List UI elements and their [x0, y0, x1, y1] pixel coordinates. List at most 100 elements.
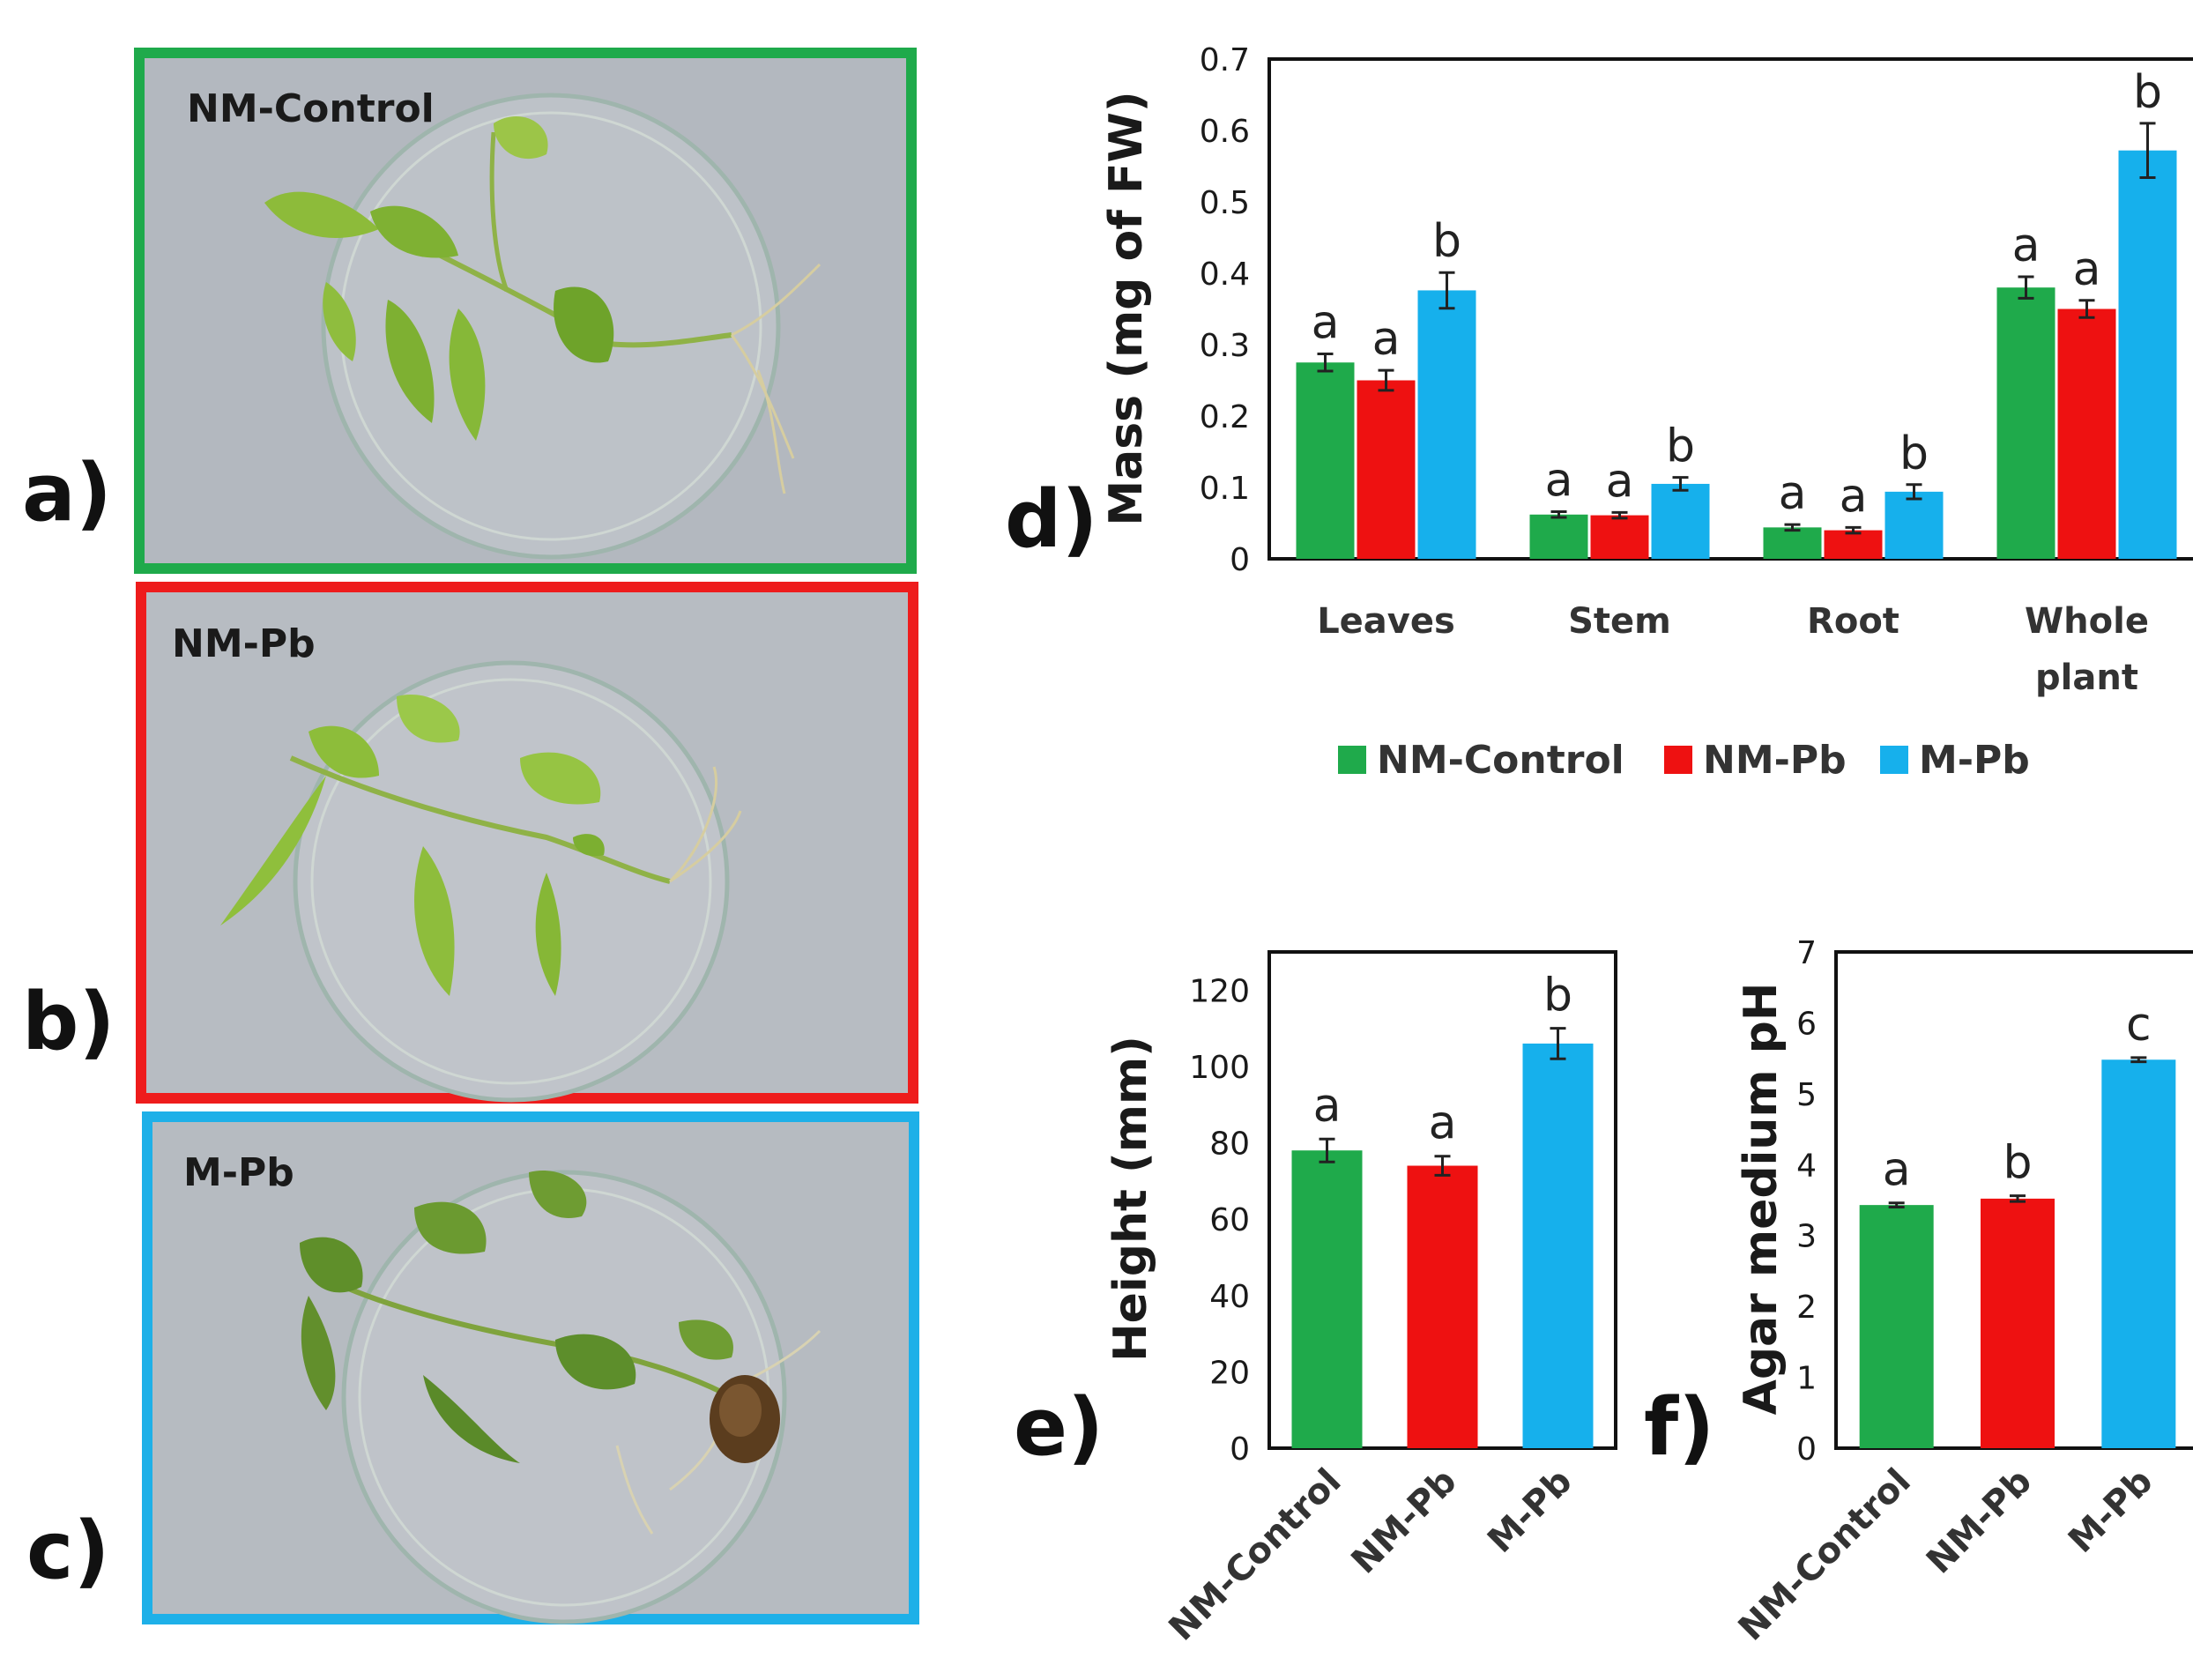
photo-panel-b: NM-Pb	[136, 582, 918, 1104]
legend-swatch-NM-Pb	[1664, 746, 1692, 774]
significance-letter: b	[2003, 1137, 2032, 1190]
panel-label-d: d)	[1005, 473, 1098, 566]
bar-NM-Pb	[1981, 1198, 2055, 1448]
ytick-label: 0	[1796, 1431, 1817, 1468]
petri-dish-c	[341, 1170, 787, 1624]
chart-d: 0 0.1 0.2 0.3 0.4 0.5 0.6 0.7 a aba aba aba ab Leav…	[1005, 42, 2193, 783]
legend-swatch-NM-Control	[1338, 746, 1366, 774]
significance-letter: b	[2133, 66, 2162, 119]
ytick-label: 0.4	[1200, 256, 1250, 293]
legend-label: NM-Control	[1377, 738, 1624, 783]
category-label: NM-Control	[1731, 1461, 1919, 1649]
significance-letter: a	[1429, 1097, 1457, 1150]
petri-dish-b	[293, 660, 730, 1103]
significance-letter: b	[1432, 215, 1461, 268]
chart-e-ylabel: Height (mm)	[1104, 1036, 1157, 1362]
ytick-label: 0	[1230, 542, 1250, 578]
photo-panel-c: M-Pb	[142, 1111, 919, 1624]
bar-NM-Control	[1859, 1205, 1934, 1448]
significance-letter: a	[2073, 243, 2101, 296]
significance-letter: a	[2012, 219, 2041, 272]
significance-letter: c	[2126, 999, 2152, 1052]
bar-M-Pb-0	[1417, 290, 1476, 559]
chart-e-bars: a a b	[1291, 970, 1594, 1448]
bar-M-Pb-1	[1651, 483, 1710, 559]
category-label: Leaves	[1317, 601, 1455, 642]
significance-letter: a	[1606, 455, 1634, 508]
petri-dish-a	[321, 93, 781, 560]
category-label: Root	[1807, 601, 1899, 642]
ytick-label: 4	[1796, 1148, 1817, 1184]
ytick-label: 7	[1796, 935, 1817, 971]
chart-e-yticks: 0 20 40 60 80 100 120	[1189, 973, 1250, 1468]
bar-NM-Pb	[1407, 1165, 1478, 1448]
bar-NM-Pb-1	[1590, 515, 1649, 559]
category-label: Stem	[1568, 601, 1671, 642]
chart-d-bars: a aba aba aba ab	[1296, 66, 2177, 559]
plant-c	[300, 1171, 821, 1535]
bar-NM-Control-3	[1996, 287, 2055, 559]
panel-label-c: c)	[26, 1505, 109, 1597]
category-label: NM-Pb	[1344, 1461, 1465, 1582]
significance-letter: a	[1312, 297, 1340, 350]
ytick-label: 0.5	[1200, 185, 1250, 221]
ytick-label: 20	[1209, 1355, 1250, 1391]
significance-letter: a	[1840, 470, 1868, 523]
chart-d-categories: Leaves Stem Root Whole plant	[1317, 601, 2149, 698]
significance-letter: a	[1883, 1144, 1911, 1197]
chart-f-ylabel: Agar medium pH	[1735, 983, 1788, 1416]
bar-NM-Pb-0	[1357, 380, 1416, 559]
ytick-label: 2	[1796, 1290, 1817, 1326]
bar-NM-Pb-3	[2057, 308, 2116, 559]
bar-NM-Control-2	[1763, 527, 1822, 559]
chart-d-frame	[1267, 57, 2193, 561]
ytick-label: 3	[1796, 1219, 1817, 1255]
legend-label: NM-Pb	[1703, 738, 1847, 783]
bar-NM-Control-1	[1529, 514, 1588, 559]
photo-panel-a: NM-Control	[134, 48, 917, 574]
photo-a-label: NM-Control	[187, 86, 435, 131]
photo-c-label: M-Pb	[183, 1150, 294, 1195]
bar-NM-Pb-2	[1824, 530, 1883, 559]
significance-letter: a	[1545, 455, 1573, 508]
category-label: plant	[2035, 658, 2138, 698]
chart-d-yticks: 0 0.1 0.2 0.3 0.4 0.5 0.6 0.7	[1200, 42, 1250, 578]
ytick-label: 1	[1796, 1361, 1817, 1397]
ytick-label: 0.6	[1200, 114, 1250, 150]
chart-f: 0 1 2 3 4 5 6 7 a b c NM-Control NM-Pb M-Pb Agar me…	[1644, 935, 2193, 1649]
chart-f-categories: NM-Control NM-Pb M-Pb	[1731, 1461, 2161, 1649]
bar-M-Pb	[2101, 1059, 2176, 1448]
category-label: M-Pb	[2061, 1461, 2160, 1561]
bar-NM-Control-0	[1296, 362, 1355, 559]
panel-label-e: e)	[1014, 1381, 1104, 1474]
ytick-label: 0.7	[1200, 42, 1250, 78]
significance-letter: a	[1779, 467, 1807, 520]
panel-label-a: a)	[22, 447, 112, 539]
ytick-label: 0.2	[1200, 399, 1250, 435]
significance-letter: b	[1899, 427, 1929, 480]
legend-label: M-Pb	[1919, 738, 2030, 783]
chart-d-legend: NM-Control NM-Pb M-Pb	[1338, 738, 2030, 783]
chart-d-ylabel: Mass (mg of FW)	[1100, 91, 1153, 525]
ytick-label: 120	[1189, 973, 1250, 1009]
panel-label-f: f)	[1644, 1381, 1714, 1474]
chart-f-bars: a b c	[1859, 999, 2176, 1448]
category-label: M-Pb	[1480, 1461, 1580, 1561]
ytick-label: 80	[1209, 1126, 1250, 1163]
category-label: NM-Pb	[1919, 1461, 2040, 1582]
category-label: NM-Control	[1162, 1461, 1349, 1649]
photo-b-label: NM-Pb	[172, 621, 316, 666]
ytick-label: 5	[1796, 1077, 1817, 1113]
plant-b	[220, 695, 742, 996]
bar-NM-Control	[1291, 1150, 1363, 1448]
legend-swatch-M-Pb	[1880, 746, 1908, 774]
bar-M-Pb	[1522, 1043, 1594, 1448]
ytick-label: 0.3	[1200, 328, 1250, 364]
category-label: Whole	[2025, 601, 2149, 642]
ytick-label: 0.1	[1200, 471, 1250, 507]
ytick-label: 40	[1209, 1279, 1250, 1315]
chart-f-yticks: 0 1 2 3 4 5 6 7	[1796, 935, 1817, 1468]
